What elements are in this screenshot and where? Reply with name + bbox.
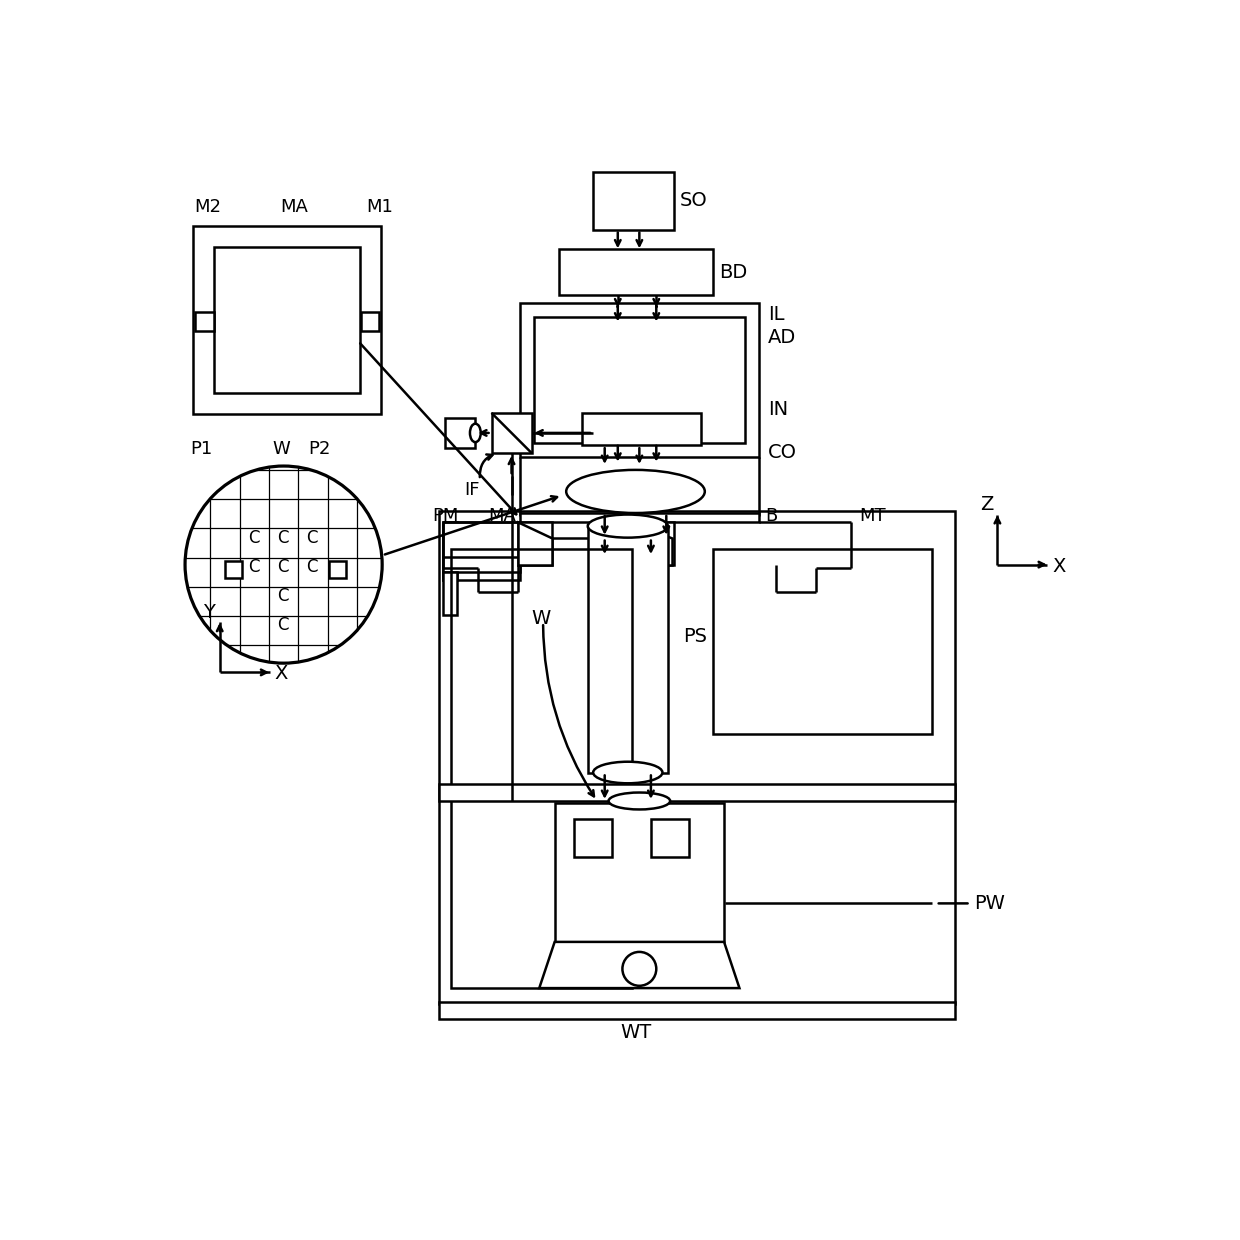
Ellipse shape: [470, 424, 481, 443]
Ellipse shape: [593, 761, 662, 784]
Bar: [554, 804, 724, 942]
Text: P2: P2: [309, 440, 331, 458]
Text: C: C: [277, 528, 289, 547]
Bar: [439, 784, 955, 801]
Circle shape: [185, 466, 382, 663]
Text: M2: M2: [195, 197, 221, 216]
Bar: [439, 511, 955, 1003]
Bar: [640, 522, 675, 564]
Text: SO: SO: [681, 191, 708, 211]
Text: C: C: [306, 558, 317, 575]
Bar: [520, 303, 759, 456]
Bar: [534, 316, 745, 443]
Text: C: C: [306, 528, 317, 547]
Bar: [588, 526, 668, 773]
Text: Y: Y: [203, 603, 215, 621]
Text: W: W: [272, 440, 290, 458]
Text: BD: BD: [719, 263, 746, 281]
Bar: [713, 549, 932, 734]
Text: PM: PM: [432, 507, 459, 525]
Text: C: C: [277, 558, 289, 575]
Bar: [450, 549, 631, 988]
Bar: [593, 172, 675, 229]
Bar: [444, 418, 475, 448]
Bar: [192, 226, 382, 414]
Bar: [226, 560, 242, 578]
Ellipse shape: [567, 470, 704, 513]
Text: WT: WT: [620, 1023, 651, 1043]
Text: X: X: [274, 665, 288, 683]
Text: IN: IN: [768, 399, 789, 419]
Bar: [558, 249, 713, 295]
Bar: [574, 818, 613, 857]
Bar: [195, 312, 213, 331]
Ellipse shape: [588, 515, 668, 538]
Bar: [443, 564, 520, 580]
Bar: [443, 522, 520, 564]
Bar: [443, 557, 520, 573]
Text: B: B: [765, 507, 777, 525]
Bar: [651, 818, 689, 857]
Text: PW: PW: [975, 894, 1006, 913]
Text: W: W: [532, 609, 551, 627]
Bar: [361, 312, 379, 331]
Bar: [439, 1002, 955, 1019]
Polygon shape: [539, 942, 739, 988]
Text: IL: IL: [768, 305, 785, 324]
Text: AD: AD: [768, 327, 796, 347]
Text: C: C: [277, 588, 289, 605]
Bar: [491, 413, 532, 453]
Bar: [582, 413, 701, 445]
Polygon shape: [630, 522, 672, 564]
Text: MA: MA: [280, 197, 309, 216]
Text: MT: MT: [859, 507, 885, 525]
Ellipse shape: [609, 792, 670, 810]
Text: C: C: [248, 528, 259, 547]
Text: C: C: [277, 616, 289, 635]
Text: Z: Z: [980, 495, 993, 515]
Polygon shape: [517, 522, 552, 564]
Text: P1: P1: [191, 440, 213, 458]
Bar: [215, 247, 360, 393]
Text: CO: CO: [768, 444, 797, 463]
Bar: [443, 573, 456, 615]
Text: M1: M1: [366, 197, 393, 216]
Text: X: X: [1053, 557, 1065, 575]
Circle shape: [622, 952, 656, 986]
Text: PS: PS: [683, 627, 707, 646]
Bar: [329, 560, 346, 578]
Bar: [517, 522, 552, 564]
Text: IF: IF: [465, 481, 480, 498]
Bar: [443, 522, 456, 580]
Bar: [520, 513, 759, 522]
Text: C: C: [248, 558, 259, 575]
Text: MA: MA: [489, 507, 516, 525]
